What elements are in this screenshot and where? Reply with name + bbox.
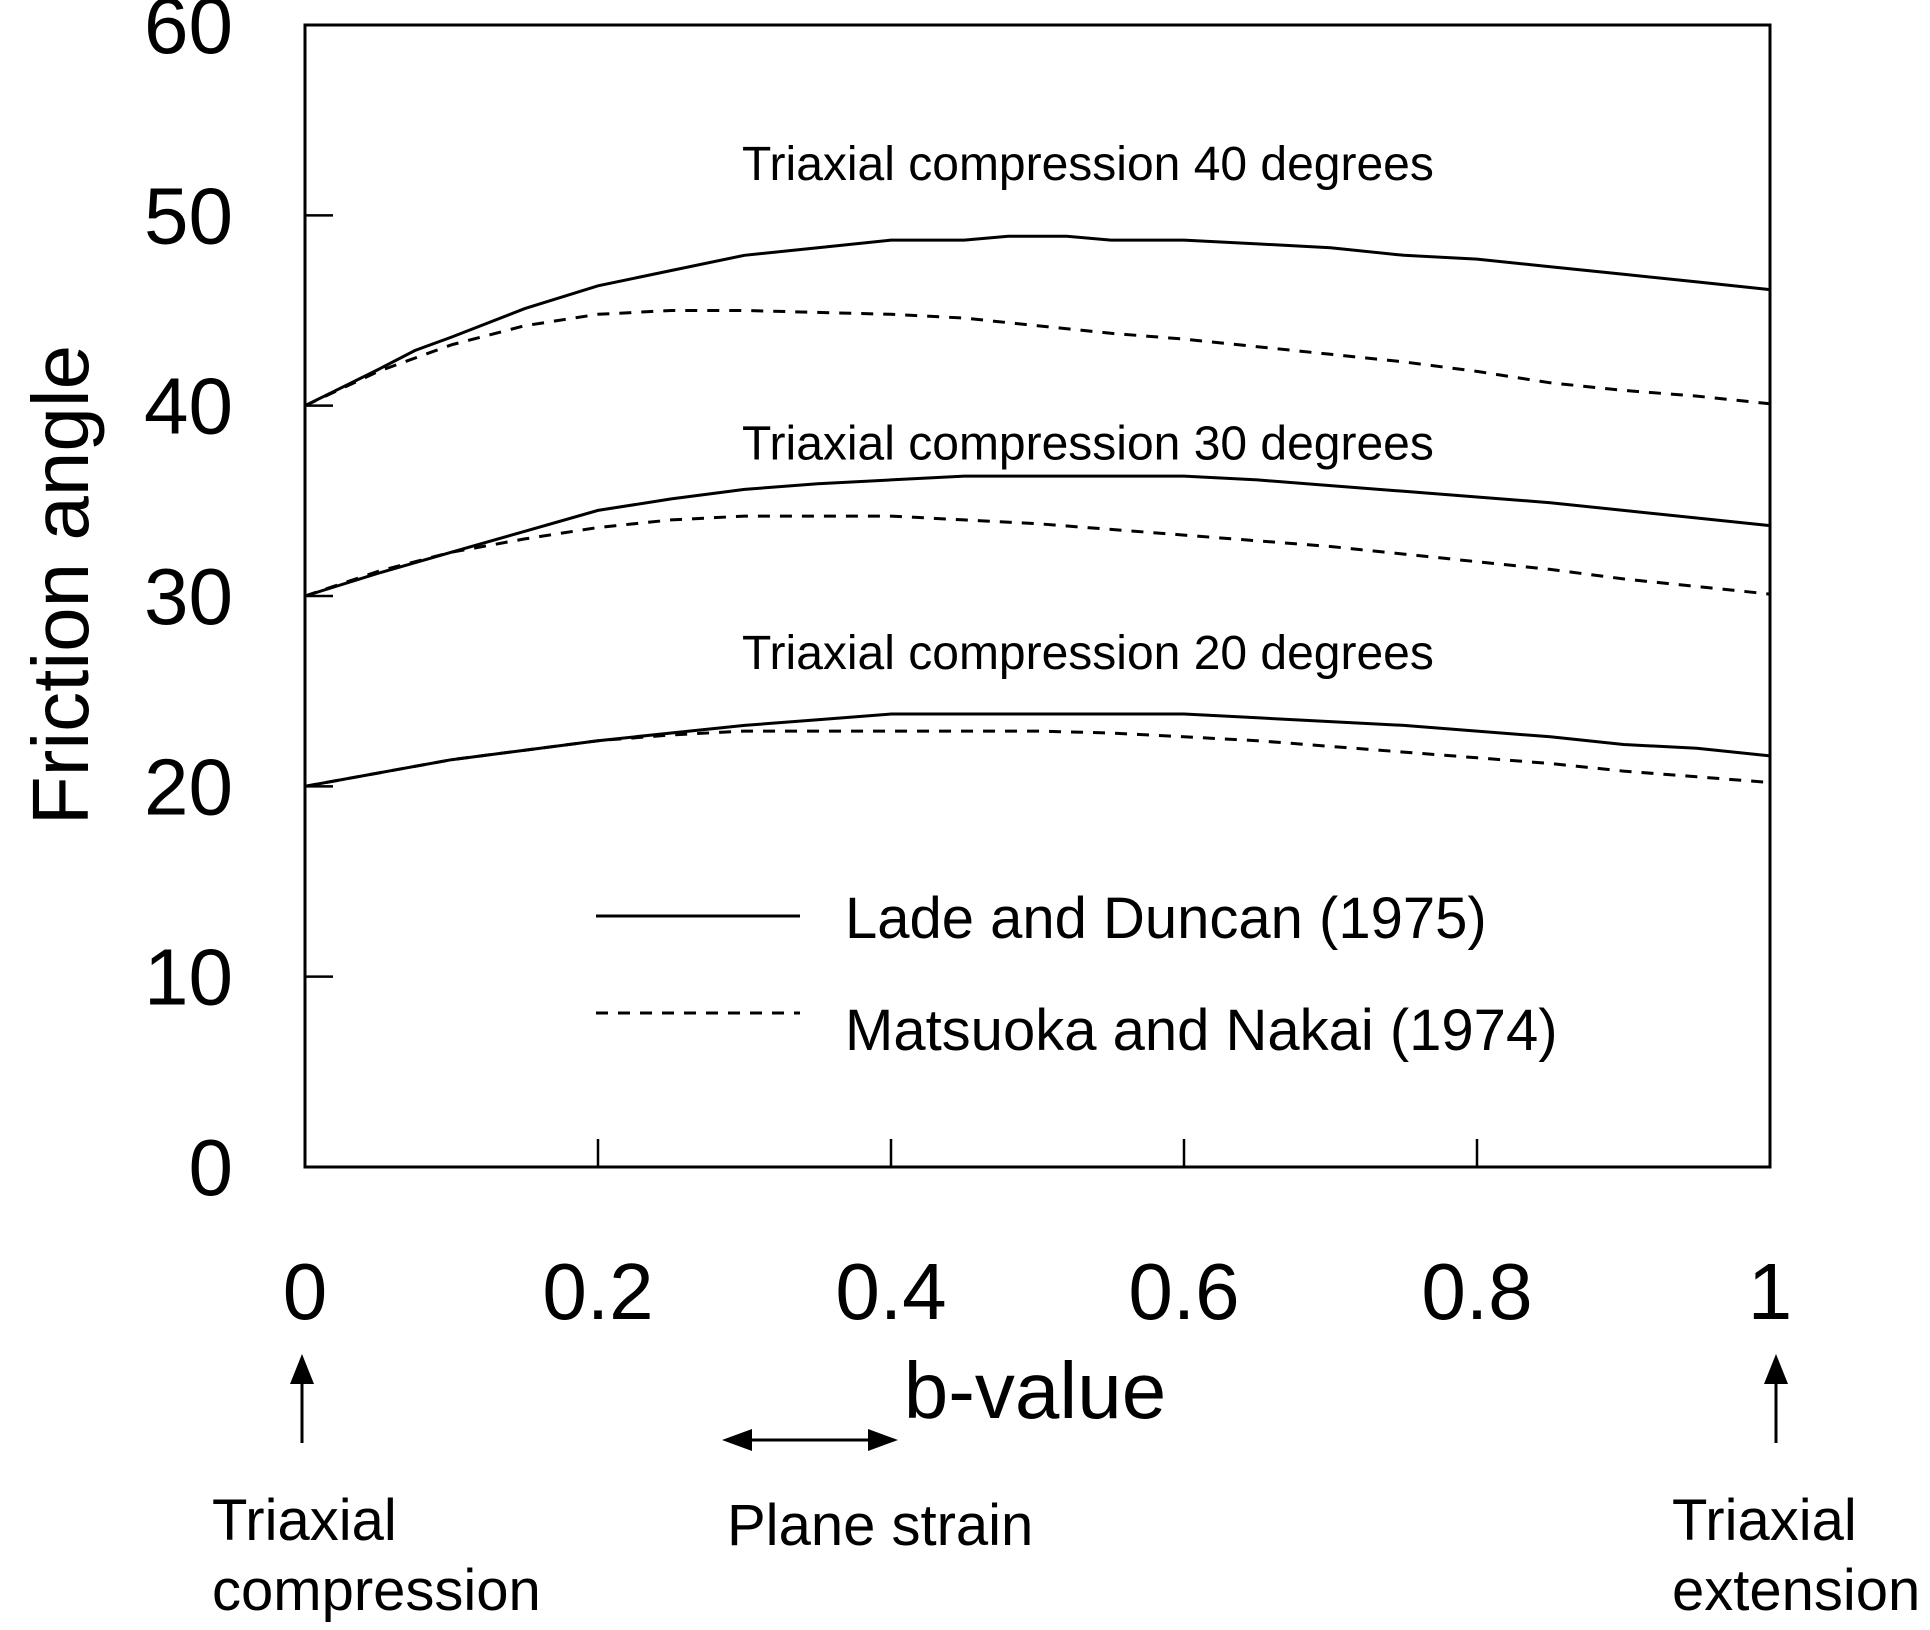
- annotation-plane-strain-label: Plane strain: [727, 1493, 1033, 1558]
- group-label: Triaxial compression 30 degrees: [742, 418, 1434, 471]
- x-tick-label: 0: [283, 1247, 328, 1336]
- group-label: Triaxial compression 40 degrees: [742, 138, 1434, 191]
- arrowhead-icon: [1764, 1354, 1788, 1384]
- x-tick-label: 1: [1748, 1247, 1793, 1336]
- y-tick-label: 10: [144, 933, 233, 1022]
- annotation-line-2: compression: [212, 1558, 541, 1623]
- series-line-lade-duncan: [304, 234, 1771, 408]
- series-line-matsuoka-nakai: [304, 514, 1771, 598]
- y-axis-label: Friction angle: [16, 345, 105, 825]
- annotation-line-2: extension: [1672, 1558, 1920, 1623]
- annotation-line-1: Triaxial: [1672, 1488, 1857, 1553]
- x-tick-label: 0.2: [542, 1247, 653, 1336]
- y-tick-label: 30: [144, 552, 233, 641]
- y-tick-label: 0: [189, 1123, 234, 1212]
- arrowhead-right-icon: [868, 1429, 898, 1451]
- annotation-triaxial-compression: Triaxial compression: [212, 1354, 541, 1623]
- annotation-line-1: Triaxial: [212, 1488, 397, 1553]
- annotation-plane-strain: Plane strain: [722, 1429, 1033, 1558]
- legend: Lade and Duncan (1975) Matsuoka and Naka…: [596, 886, 1558, 1063]
- group-labels: Triaxial compression 40 degrees Triaxial …: [742, 138, 1434, 680]
- y-tick-label: 40: [144, 362, 233, 451]
- x-tick-label: 0.8: [1421, 1247, 1532, 1336]
- axis-tick-labels: 0 10 20 30 40 50 60 0 0.2 0.4 0.6 0.8 1: [144, 0, 1792, 1336]
- series-line-lade-duncan: [304, 474, 1771, 598]
- x-tick-label: 0.6: [1128, 1247, 1239, 1336]
- y-tick-label: 20: [144, 742, 233, 831]
- x-axis-label: b-value: [904, 1346, 1166, 1435]
- x-tick-label: 0.4: [835, 1247, 946, 1336]
- series-line-matsuoka-nakai: [304, 309, 1771, 408]
- group-label: Triaxial compression 20 degrees: [742, 627, 1434, 680]
- y-tick-label: 50: [144, 171, 233, 260]
- y-tick-label: 60: [144, 0, 233, 70]
- annotation-triaxial-extension: Triaxial extension: [1672, 1354, 1920, 1623]
- arrowhead-icon: [290, 1354, 314, 1384]
- series-line-matsuoka-nakai: [304, 729, 1771, 788]
- legend-label-lade-duncan: Lade and Duncan (1975): [845, 886, 1487, 951]
- plot-frame: [303, 23, 1772, 1169]
- arrowhead-left-icon: [722, 1429, 752, 1451]
- series-layer: [304, 234, 1771, 788]
- legend-label-matsuoka-nakai: Matsuoka and Nakai (1974): [845, 998, 1558, 1063]
